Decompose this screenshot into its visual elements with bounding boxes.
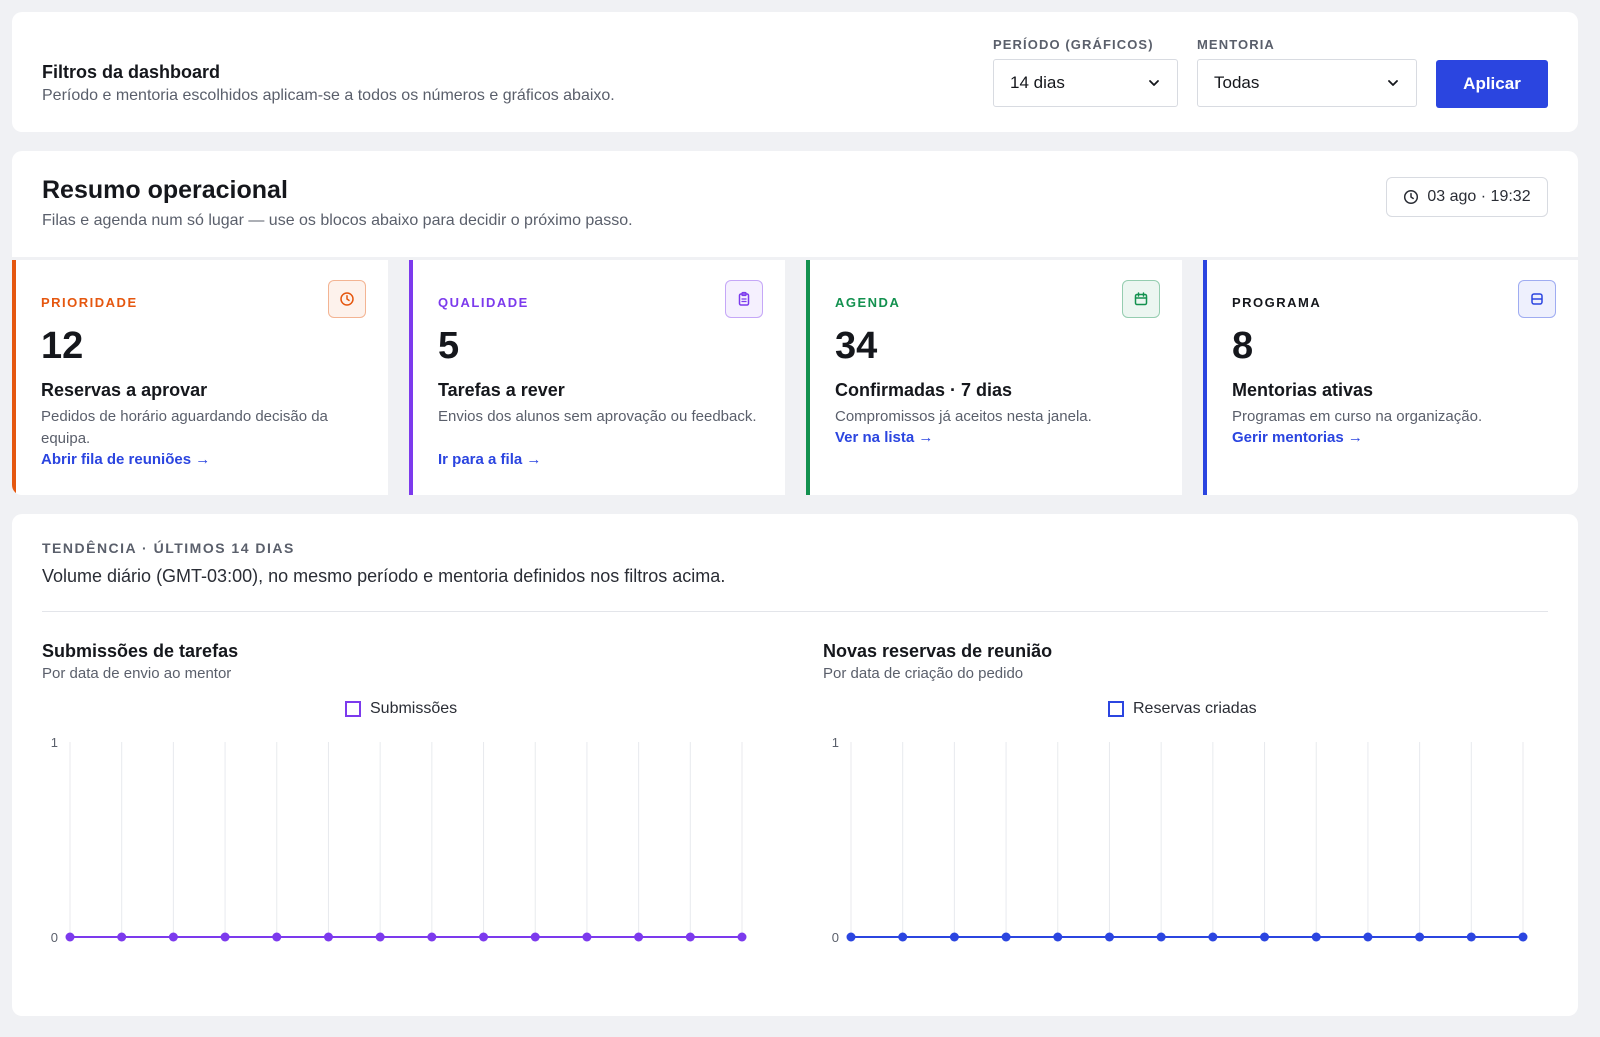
timestamp-badge: 03 ago · 19:32: [1386, 177, 1548, 217]
filters-title: Filtros da dashboard: [42, 62, 221, 82]
kpi-value: 34: [835, 325, 878, 367]
data-point: [949, 932, 959, 942]
data-point: [168, 932, 178, 942]
chevron-down-icon: [1388, 80, 1398, 86]
period-label: PERÍODO (GRÁFICOS): [993, 37, 1154, 52]
data-point: [65, 932, 75, 942]
legend-swatch: [345, 701, 361, 717]
data-point: [1104, 932, 1114, 942]
kpi-card-agenda: AGENDA 34 Confirmadas · 7 dias Compromis…: [806, 260, 1182, 495]
data-point: [1001, 932, 1011, 942]
data-point: [530, 932, 540, 942]
kpi-icon-box: [328, 280, 366, 318]
data-point: [846, 932, 856, 942]
kpi-label: PRIORIDADE: [41, 295, 138, 310]
chevron-down-icon: [1149, 80, 1159, 86]
kpi-heading: Mentorias ativas: [1232, 380, 1374, 400]
kpi-heading: Confirmadas · 7 dias: [835, 380, 1013, 400]
clock-icon: [1404, 189, 1419, 205]
clipboard-icon: [738, 291, 750, 306]
period-select-value: 14 dias: [1010, 73, 1065, 92]
data-point: [427, 932, 437, 942]
kpi-description: Programas em curso na organização.: [1232, 408, 1483, 425]
view-list-link[interactable]: Ver na lista →: [835, 429, 934, 446]
dashboard-filters-card: Filtros da dashboard Período e mentoria …: [12, 12, 1578, 132]
kpi-row: PRIORIDADE 12 Reservas a aprovar Pedidos…: [12, 257, 1578, 495]
data-point: [323, 932, 333, 942]
data-point: [1466, 932, 1476, 942]
divider: [42, 611, 1548, 612]
mentoria-label: MENTORIA: [1197, 37, 1275, 52]
y-tick-label: 1: [832, 735, 839, 750]
data-point: [1415, 932, 1425, 942]
chart-legend[interactable]: Reservas criadas: [1108, 700, 1257, 718]
summary-subtitle: Filas e agenda num só lugar — use os blo…: [42, 212, 633, 229]
y-tick-label: 0: [832, 930, 839, 945]
kpi-heading: Tarefas a rever: [438, 380, 565, 400]
summary-card: Resumo operacional Filas e agenda num só…: [12, 151, 1578, 495]
kpi-card-programa: PROGRAMA 8 Mentorias ativas Programas em…: [1203, 260, 1578, 495]
manage-mentorships-link[interactable]: Gerir mentorias →: [1232, 429, 1363, 446]
data-point: [1053, 932, 1063, 942]
mentoria-select[interactable]: Todas: [1197, 59, 1417, 107]
legend-swatch: [1108, 701, 1124, 717]
data-point: [737, 932, 747, 942]
apply-button[interactable]: Aplicar: [1436, 60, 1548, 108]
kpi-value: 12: [41, 325, 84, 367]
data-point: [272, 932, 282, 942]
kpi-label: PROGRAMA: [1232, 295, 1322, 310]
data-point: [685, 932, 695, 942]
data-point: [1208, 932, 1218, 942]
kpi-card-qualidade: QUALIDADE 5 Tarefas a rever Envios dos a…: [409, 260, 785, 495]
summary-title: Resumo operacional: [42, 176, 288, 204]
go-to-queue-link[interactable]: Ir para a fila →: [438, 451, 542, 468]
kpi-description: Pedidos de horário aguardando decisão da…: [41, 408, 328, 447]
kpi-description: Envios dos alunos sem aprovação ou feedb…: [438, 408, 757, 425]
legend-label: Reservas criadas: [1133, 700, 1257, 717]
kpi-value: 8: [1232, 325, 1254, 367]
kpi-card-prioridade: PRIORIDADE 12 Reservas a aprovar Pedidos…: [12, 260, 388, 495]
chart-subtitle: Por data de criação do pedido: [823, 665, 1024, 682]
kpi-heading: Reservas a aprovar: [41, 380, 208, 400]
filters-subtitle: Período e mentoria escolhidos aplicam-se…: [42, 87, 615, 104]
kpi-icon-box: [1122, 280, 1160, 318]
trend-card: TENDÊNCIA · ÚLTIMOS 14 DIAS Volume diári…: [12, 514, 1578, 1016]
trend-subtitle: Volume diário (GMT-03:00), no mesmo perí…: [42, 566, 726, 586]
data-point: [898, 932, 908, 942]
data-point: [1363, 932, 1373, 942]
y-tick-label: 0: [51, 930, 58, 945]
period-select[interactable]: 14 dias: [993, 59, 1178, 107]
kpi-description: Compromissos já aceitos nesta janela.: [835, 408, 1092, 425]
kpi-icon-box: [1518, 280, 1556, 318]
chart-title: Submissões de tarefas: [42, 641, 239, 661]
data-point: [479, 932, 489, 942]
data-point: [634, 932, 644, 942]
data-point: [1311, 932, 1321, 942]
data-point: [220, 932, 230, 942]
kpi-label: QUALIDADE: [438, 295, 529, 310]
kpi-icon-box: [725, 280, 763, 318]
submissions-line-chart: 01: [51, 735, 747, 945]
legend-label: Submissões: [370, 700, 458, 717]
chart-legend[interactable]: Submissões: [345, 700, 457, 718]
data-point: [1518, 932, 1528, 942]
bookings-line-chart: 01: [832, 735, 1528, 945]
data-point: [117, 932, 127, 942]
trend-label: TENDÊNCIA · ÚLTIMOS 14 DIAS: [42, 540, 295, 556]
chart-title: Novas reservas de reunião: [823, 641, 1053, 661]
calendar-icon: [1134, 292, 1148, 306]
clock-icon: [340, 292, 354, 306]
data-point: [375, 932, 385, 942]
open-meetings-queue-link[interactable]: Abrir fila de reuniões →: [41, 451, 211, 468]
kpi-label: AGENDA: [835, 295, 901, 310]
data-point: [1156, 932, 1166, 942]
data-point: [1260, 932, 1270, 942]
data-point: [582, 932, 592, 942]
database-icon: [1531, 293, 1543, 305]
kpi-value: 5: [438, 325, 460, 367]
chart-subtitle: Por data de envio ao mentor: [42, 665, 232, 682]
mentoria-select-value: Todas: [1214, 73, 1260, 92]
timestamp-text: 03 ago · 19:32: [1427, 188, 1531, 205]
y-tick-label: 1: [51, 735, 58, 750]
